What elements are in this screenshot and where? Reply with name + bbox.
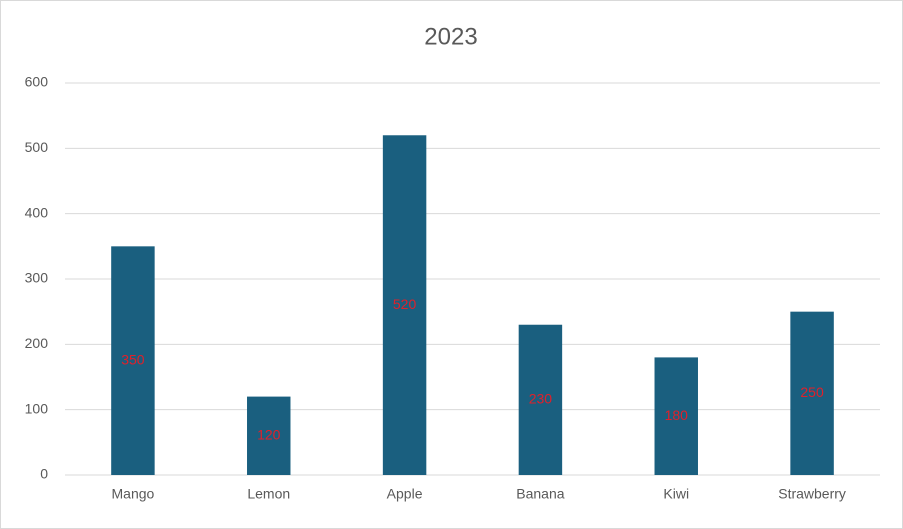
- data-label: 120: [257, 427, 281, 443]
- x-tick-label: Kiwi: [663, 486, 689, 502]
- x-tick-label: Lemon: [247, 486, 290, 502]
- data-label: 180: [665, 407, 689, 423]
- x-tick-label: Banana: [516, 486, 564, 502]
- x-tick-label: Apple: [387, 486, 423, 502]
- bar: [790, 311, 834, 475]
- data-label: 350: [121, 351, 145, 367]
- y-tick-label: 400: [25, 204, 49, 220]
- bar: [518, 324, 563, 475]
- bar: [247, 396, 291, 475]
- x-tick-label: Mango: [112, 486, 155, 502]
- bar: [654, 357, 698, 475]
- x-tick-label: Strawberry: [778, 486, 846, 502]
- y-tick-label: 100: [25, 400, 49, 416]
- y-tick-label: 600: [25, 74, 49, 90]
- y-tick-label: 300: [25, 270, 49, 286]
- data-label: 250: [800, 384, 824, 400]
- bar: [111, 246, 155, 475]
- y-tick-label: 0: [40, 466, 48, 482]
- bar: [382, 135, 427, 475]
- y-tick-label: 200: [25, 335, 49, 351]
- y-tick-label: 500: [25, 139, 49, 155]
- chart-title: 2023: [424, 23, 477, 50]
- data-label: 520: [393, 296, 417, 312]
- data-label: 230: [529, 391, 553, 407]
